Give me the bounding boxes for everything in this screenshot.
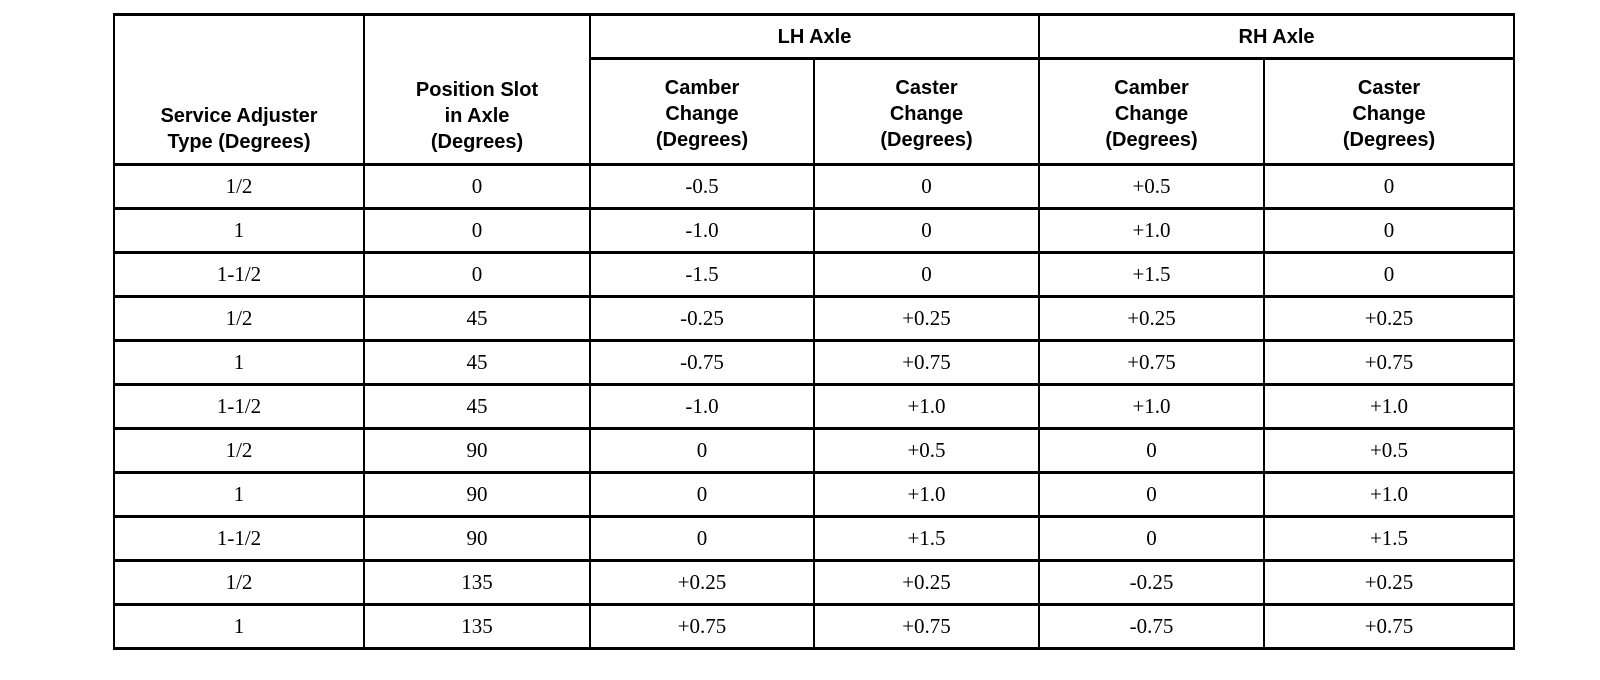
table-cell: +0.75: [812, 339, 1041, 386]
table-header: Service Adjuster Type (Degrees) Position…: [113, 13, 1516, 166]
table-cell: 135: [363, 603, 591, 650]
table-cell: 1-1/2: [113, 515, 365, 562]
table-cell: +1.0: [1038, 207, 1266, 254]
table-cell: 1/2: [113, 163, 365, 210]
table-group-header-row: Service Adjuster Type (Degrees) Position…: [113, 13, 1516, 166]
table-cell: 0: [812, 207, 1041, 254]
table-cell: +0.75: [1038, 339, 1266, 386]
header-lh-axle: LH Axle: [588, 13, 1041, 60]
table-cell: 0: [812, 251, 1041, 298]
table-cell: +1.0: [1263, 471, 1516, 518]
table-cell: -0.75: [589, 339, 815, 386]
table-cell: -1.0: [589, 207, 815, 254]
table-cell: +0.25: [1263, 559, 1516, 606]
table-cell: +0.5: [1263, 427, 1516, 474]
table-row: 1-1/2 90 0 +1.5 0 +1.5: [113, 515, 1516, 562]
header-position-slot-in-axle: Position Slot in Axle (Degrees): [363, 13, 591, 166]
table-cell: -0.25: [1038, 559, 1266, 606]
table-cell: 1: [113, 207, 365, 254]
table-cell: +1.0: [1038, 383, 1266, 430]
table-cell: -1.0: [589, 383, 815, 430]
table-cell: +0.75: [1263, 339, 1516, 386]
table-cell: 0: [363, 207, 591, 254]
table-cell: 45: [363, 295, 591, 342]
table-cell: 0: [1263, 163, 1516, 210]
header-service-adjuster-type: Service Adjuster Type (Degrees): [113, 13, 365, 166]
table-cell: +0.25: [1038, 295, 1266, 342]
table-cell: +1.0: [812, 471, 1041, 518]
header-lh-caster-change: Caster Change (Degrees): [812, 57, 1041, 166]
table-cell: +0.25: [589, 559, 815, 606]
header-rh-camber-change: Camber Change (Degrees): [1038, 57, 1266, 166]
table-cell: -0.75: [1038, 603, 1266, 650]
table-cell: +0.25: [812, 295, 1041, 342]
table-cell: +0.25: [812, 559, 1041, 606]
table-subheader-row: Camber Change (Degrees) Caster Change (D…: [114, 57, 1516, 166]
table-cell: 0: [1263, 207, 1516, 254]
table-row: 1 0 -1.0 0 +1.0 0: [113, 207, 1516, 254]
table-row: 1/2 0 -0.5 0 +0.5 0: [113, 163, 1516, 210]
table-cell: 0: [589, 427, 815, 474]
table-cell: 0: [1038, 515, 1266, 562]
table-row: 1/2 135 +0.25 +0.25 -0.25 +0.25: [113, 559, 1516, 606]
table-cell: 90: [363, 515, 591, 562]
table-cell: -0.25: [589, 295, 815, 342]
table-cell: 45: [363, 339, 591, 386]
table-cell: 0: [589, 471, 815, 518]
table-cell: 90: [363, 471, 591, 518]
table-cell: +0.5: [1038, 163, 1266, 210]
table-cell: +0.5: [812, 427, 1041, 474]
table-body: 1/2 0 -0.5 0 +0.5 0 1 0 -1.0 0 +1.0 0 1-1/2 0 -1.5 0 +1.…: [113, 163, 1516, 650]
table-cell: 0: [1038, 471, 1266, 518]
table-row: 1 90 0 +1.0 0 +1.0: [113, 471, 1516, 518]
table-cell: +1.5: [1038, 251, 1266, 298]
table-cell: 1-1/2: [113, 251, 365, 298]
table-cell: 1/2: [113, 427, 365, 474]
table-cell: 0: [589, 515, 815, 562]
table-cell: +1.0: [812, 383, 1041, 430]
table-cell: 1: [113, 471, 365, 518]
table-cell: +1.5: [812, 515, 1041, 562]
table-row: 1 135 +0.75 +0.75 -0.75 +0.75: [113, 603, 1516, 650]
table-cell: 135: [363, 559, 591, 606]
table-cell: +0.25: [1263, 295, 1516, 342]
table-cell: 0: [1038, 427, 1266, 474]
table-cell: 1/2: [113, 295, 365, 342]
table-cell: 0: [363, 251, 591, 298]
table-cell: 0: [812, 163, 1041, 210]
table-cell: 1: [113, 339, 365, 386]
table-cell: +1.0: [1263, 383, 1516, 430]
table-cell: +0.75: [1263, 603, 1516, 650]
table-cell: 90: [363, 427, 591, 474]
table-row: 1-1/2 0 -1.5 0 +1.5 0: [113, 251, 1516, 298]
header-rh-axle: RH Axle: [1038, 13, 1516, 60]
table-cell: 45: [363, 383, 591, 430]
table-cell: 1: [113, 603, 365, 650]
table-row: 1/2 45 -0.25 +0.25 +0.25 +0.25: [113, 295, 1516, 342]
header-rh-caster-change: Caster Change (Degrees): [1263, 57, 1516, 166]
table-cell: +0.75: [812, 603, 1041, 650]
axle-adjustment-table: Service Adjuster Type (Degrees) Position…: [113, 13, 1516, 650]
table-row: 1-1/2 45 -1.0 +1.0 +1.0 +1.0: [113, 383, 1516, 430]
table-row: 1/2 90 0 +0.5 0 +0.5: [113, 427, 1516, 474]
table-cell: -0.5: [589, 163, 815, 210]
table-cell: -1.5: [589, 251, 815, 298]
table-cell: +1.5: [1263, 515, 1516, 562]
table-cell: 1/2: [113, 559, 365, 606]
table-cell: 1-1/2: [113, 383, 365, 430]
table-cell: 0: [1263, 251, 1516, 298]
table-cell: 0: [363, 163, 591, 210]
table-cell: +0.75: [589, 603, 815, 650]
header-lh-camber-change: Camber Change (Degrees): [589, 57, 815, 166]
table-row: 1 45 -0.75 +0.75 +0.75 +0.75: [113, 339, 1516, 386]
